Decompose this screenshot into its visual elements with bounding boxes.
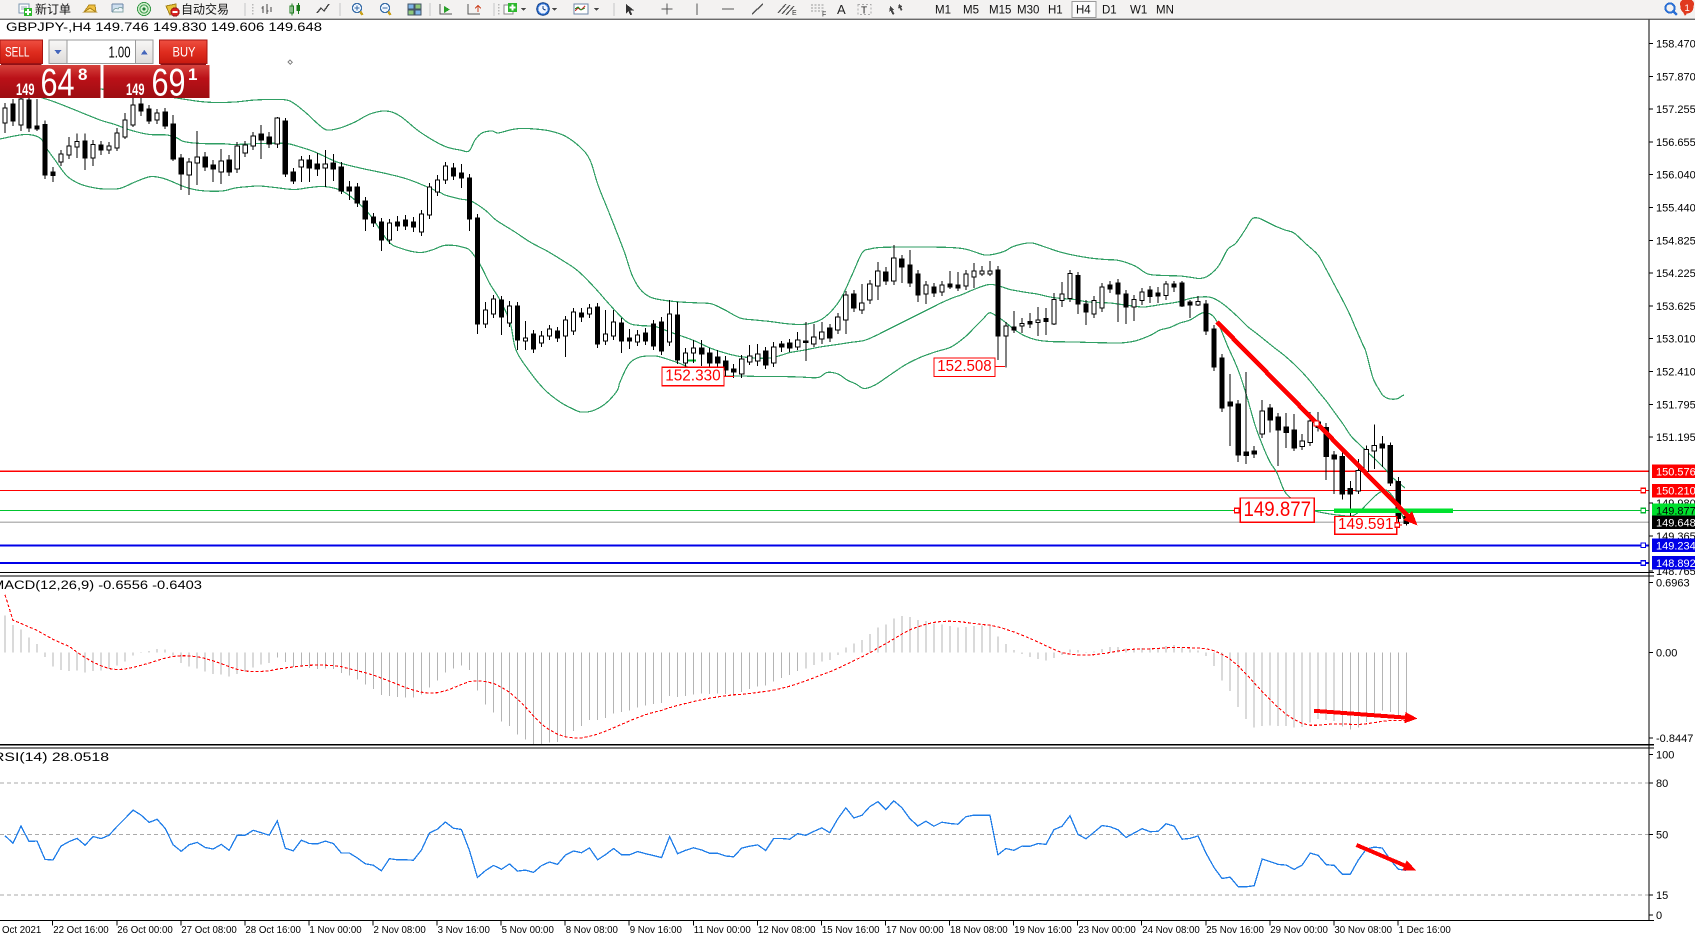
svg-text:8 Nov 08:00: 8 Nov 08:00 [566, 925, 619, 936]
svg-text:0: 0 [1656, 910, 1662, 922]
svg-text:M5: M5 [963, 5, 979, 17]
svg-text:W1: W1 [1130, 5, 1147, 17]
svg-text:149: 149 [126, 80, 145, 99]
svg-text:5 Nov 00:00: 5 Nov 00:00 [502, 925, 555, 936]
svg-text:152.330: 152.330 [665, 368, 721, 385]
svg-text:M30: M30 [1017, 5, 1039, 17]
svg-text:18 Nov 08:00: 18 Nov 08:00 [950, 925, 1008, 936]
svg-text:0.00: 0.00 [1656, 647, 1677, 659]
svg-text:新订单: 新订单 [35, 2, 71, 17]
svg-text:152.410: 152.410 [1656, 367, 1695, 379]
svg-text:155.440: 155.440 [1656, 203, 1695, 215]
svg-text:M1: M1 [935, 5, 951, 17]
svg-text:30 Nov 08:00: 30 Nov 08:00 [1334, 925, 1392, 936]
svg-text:17 Nov 00:00: 17 Nov 00:00 [886, 925, 944, 936]
svg-text:156.040: 156.040 [1656, 170, 1695, 182]
svg-text:25 Nov 16:00: 25 Nov 16:00 [1206, 925, 1264, 936]
svg-text:157.255: 157.255 [1656, 104, 1695, 116]
svg-text:64: 64 [41, 62, 75, 105]
svg-text:22 Oct 16:00: 22 Oct 16:00 [53, 925, 109, 936]
svg-text:E: E [792, 10, 797, 17]
svg-text:自动交易: 自动交易 [181, 2, 229, 17]
svg-text:100: 100 [1656, 750, 1674, 762]
svg-text:11 Nov 00:00: 11 Nov 00:00 [694, 925, 752, 936]
svg-text:154.225: 154.225 [1656, 268, 1695, 280]
svg-text:149.234: 149.234 [1656, 540, 1695, 552]
svg-text:15: 15 [1656, 890, 1668, 902]
svg-text:23 Nov 00:00: 23 Nov 00:00 [1078, 925, 1136, 936]
svg-text:151.195: 151.195 [1656, 432, 1695, 444]
svg-text:24 Nov 08:00: 24 Nov 08:00 [1142, 925, 1200, 936]
svg-text:0.6963: 0.6963 [1656, 578, 1690, 590]
svg-text:157.870: 157.870 [1656, 71, 1695, 83]
svg-text:149.648: 149.648 [1656, 517, 1695, 529]
svg-text:158.470: 158.470 [1656, 39, 1695, 51]
svg-text:149.877: 149.877 [1244, 498, 1312, 521]
svg-text:2 Nov 08:00: 2 Nov 08:00 [374, 925, 427, 936]
svg-text:154.825: 154.825 [1656, 235, 1695, 247]
svg-text:SELL: SELL [5, 44, 30, 60]
svg-text:M15: M15 [989, 5, 1011, 17]
svg-text:1 Dec 16:00: 1 Dec 16:00 [1399, 925, 1452, 936]
svg-text:GBPJPY-,H4 149.746 149.830 14: GBPJPY-,H4 149.746 149.830 149.606 149.6… [6, 20, 322, 34]
svg-text:12 Nov 08:00: 12 Nov 08:00 [758, 925, 816, 936]
svg-text:Oct 2021: Oct 2021 [2, 925, 41, 936]
svg-text:28 Oct 16:00: 28 Oct 16:00 [245, 925, 301, 936]
svg-text:148.892: 148.892 [1656, 558, 1695, 570]
svg-text:1 Nov 00:00: 1 Nov 00:00 [309, 925, 362, 936]
svg-text:1: 1 [1685, 3, 1690, 14]
svg-text:151.795: 151.795 [1656, 399, 1695, 411]
svg-text:MN: MN [1156, 5, 1174, 17]
svg-text:153.625: 153.625 [1656, 301, 1695, 313]
svg-text:50: 50 [1656, 830, 1668, 842]
svg-text:H4: H4 [1076, 5, 1091, 17]
svg-text:1.00: 1.00 [109, 45, 131, 62]
svg-text:149: 149 [16, 80, 35, 99]
svg-text:156.655: 156.655 [1656, 137, 1695, 149]
svg-text:1: 1 [188, 65, 197, 84]
svg-text:150.576: 150.576 [1656, 466, 1695, 478]
svg-text:26 Oct 00:00: 26 Oct 00:00 [117, 925, 173, 936]
svg-text:8: 8 [78, 65, 87, 84]
svg-text:9 Nov 16:00: 9 Nov 16:00 [630, 925, 683, 936]
svg-text:-0.8447: -0.8447 [1656, 733, 1693, 745]
svg-text:19 Nov 16:00: 19 Nov 16:00 [1014, 925, 1072, 936]
svg-text:27 Oct 08:00: 27 Oct 08:00 [181, 925, 237, 936]
svg-text:149.591: 149.591 [1338, 516, 1394, 533]
svg-text:MACD(12,26,9) -0.6556 -0.6403: MACD(12,26,9) -0.6556 -0.6403 [0, 580, 202, 592]
svg-text:D1: D1 [1102, 5, 1117, 17]
svg-text:F: F [822, 12, 826, 19]
svg-text:BUY: BUY [173, 44, 197, 60]
svg-text:80: 80 [1656, 778, 1668, 790]
svg-text:H1: H1 [1048, 5, 1063, 17]
svg-text:29 Nov 00:00: 29 Nov 00:00 [1270, 925, 1328, 936]
svg-text:149.877: 149.877 [1656, 505, 1695, 517]
svg-text:T: T [861, 6, 867, 17]
svg-text:69: 69 [152, 62, 186, 105]
svg-text:A: A [837, 2, 846, 17]
svg-text:152.508: 152.508 [937, 358, 992, 375]
svg-text:3 Nov 16:00: 3 Nov 16:00 [438, 925, 491, 936]
svg-text:RSI(14) 28.0518: RSI(14) 28.0518 [0, 752, 109, 764]
svg-text:15 Nov 16:00: 15 Nov 16:00 [822, 925, 880, 936]
svg-text:153.010: 153.010 [1656, 334, 1695, 346]
svg-text:150.210: 150.210 [1656, 486, 1695, 498]
